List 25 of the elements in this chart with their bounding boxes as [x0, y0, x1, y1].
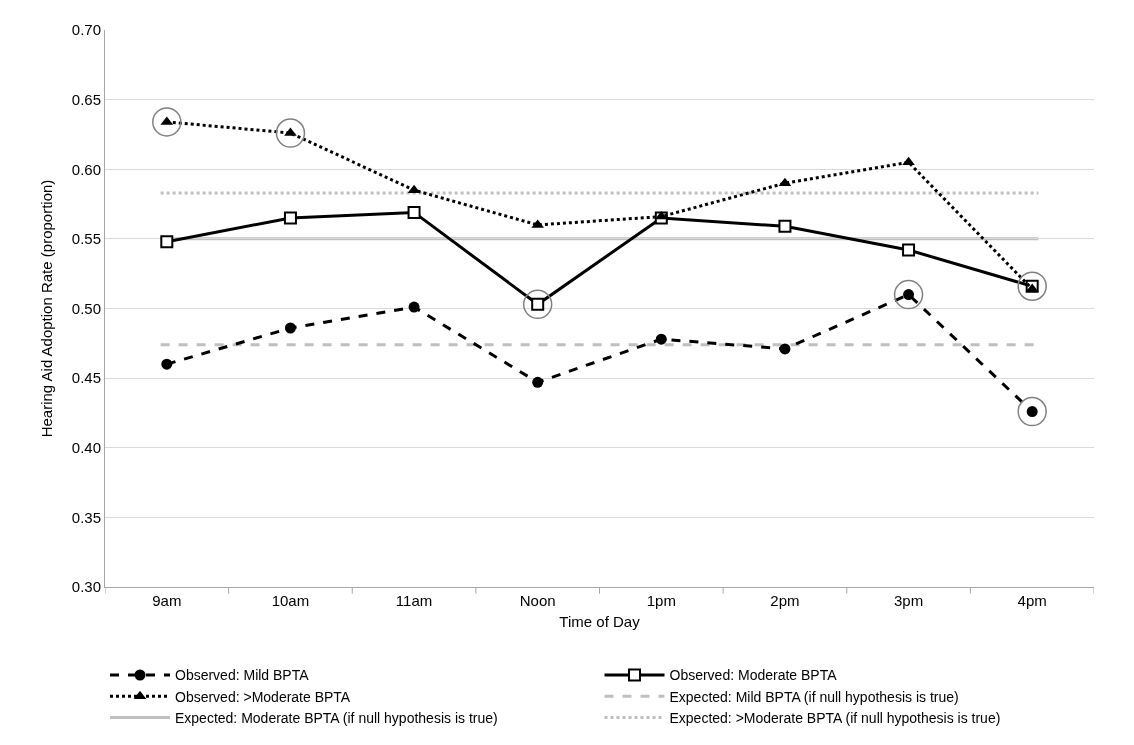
y-tick-label: 0.70	[71, 21, 101, 39]
y-axis-title: Hearing Aid Adoption Rate (proportion)	[38, 179, 56, 438]
x-tick-label: 4pm	[1017, 592, 1047, 609]
x-tick-label: Noon	[519, 592, 556, 609]
x-tick-label: 10am	[271, 592, 310, 609]
legend-label: Observed: Mild BPTA	[175, 667, 310, 684]
x-tick-label: 1pm	[646, 592, 676, 609]
x-tick-label: 11am	[395, 592, 433, 609]
y-tick-label: 0.35	[71, 508, 101, 526]
y-tick-label: 0.60	[71, 160, 101, 178]
y-tick-label: 0.30	[71, 578, 101, 596]
x-tick-label: 2pm	[770, 592, 800, 609]
y-tick-label: 0.50	[71, 299, 101, 317]
x-tick-label: 9am	[152, 592, 182, 609]
y-tick-label: 0.65	[71, 90, 101, 108]
x-tick-label: 3pm	[893, 592, 924, 609]
y-tick-label: 0.55	[71, 230, 101, 248]
legend-label: Expected: Moderate BPTA (if null hypothesis is true)	[175, 709, 498, 726]
legend-label: Expected: >Moderate BPTA (if null hypothesis is true)	[669, 709, 1001, 726]
legend-label: Expected: Mild BPTA (if null hypothesis is true)	[669, 688, 959, 705]
legend-label: Observed: Moderate BPTA	[669, 667, 838, 684]
y-tick-label: 0.45	[71, 369, 101, 387]
y-tick-label: 0.40	[71, 439, 101, 456]
x-axis-title: Time of Day	[559, 613, 641, 630]
legend-label: Observed: >Moderate BPTA	[175, 688, 351, 705]
